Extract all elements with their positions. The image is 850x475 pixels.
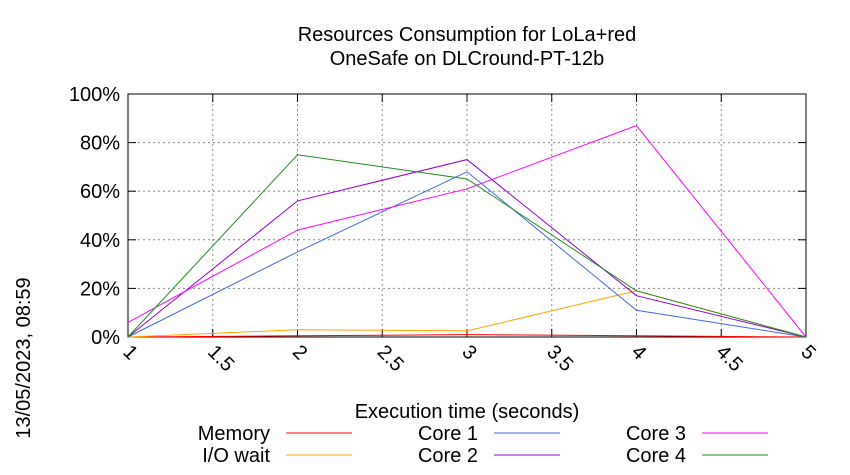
series-lines bbox=[127, 125, 807, 338]
x-tick-label: 1 bbox=[118, 341, 141, 364]
chart-title: Resources Consumption for LoLa+red bbox=[298, 24, 637, 46]
y-tick-label: 100% bbox=[69, 84, 120, 106]
series-line-core-3 bbox=[127, 125, 807, 338]
y-axis: 0% 20% 40% 60% 80% 100% bbox=[69, 84, 806, 349]
y-tick-label: 80% bbox=[80, 133, 120, 155]
series-line-core-2 bbox=[127, 159, 807, 338]
legend-label: Core 4 bbox=[626, 445, 686, 467]
x-tick-label: 5 bbox=[796, 341, 819, 364]
x-tick-label: 3.5 bbox=[542, 341, 577, 376]
x-tick-label: 1.5 bbox=[203, 341, 238, 376]
chart-subtitle: OneSafe on DLCround-PT-12b bbox=[330, 48, 605, 70]
legend-label: Memory bbox=[198, 423, 270, 445]
y-tick-label: 40% bbox=[80, 230, 120, 252]
legend-label: Core 1 bbox=[418, 423, 478, 445]
y-tick-label: 60% bbox=[80, 181, 120, 203]
x-axis: 1 1.5 2 2.5 3 3.5 4 4.5 5 bbox=[118, 94, 820, 376]
series-line-core-4 bbox=[127, 154, 807, 338]
legend-label: Core 3 bbox=[626, 423, 686, 445]
legend-label: I/O wait bbox=[202, 445, 270, 467]
y-tick-label: 0% bbox=[91, 327, 120, 349]
y-tick-label: 20% bbox=[80, 278, 120, 300]
timestamp: 13/05/2023, 08:59 bbox=[13, 277, 35, 438]
grid bbox=[127, 93, 807, 338]
series-line-memory bbox=[127, 334, 807, 338]
legend-label: Core 2 bbox=[418, 445, 478, 467]
x-tick-label: 2.5 bbox=[373, 341, 408, 376]
x-tick-label: 4.5 bbox=[712, 341, 747, 376]
x-tick-label: 3 bbox=[457, 341, 480, 364]
x-tick-label: 2 bbox=[288, 341, 311, 364]
x-axis-label: Execution time (seconds) bbox=[355, 401, 580, 423]
series-line-core-1 bbox=[127, 171, 807, 338]
x-tick-label: 4 bbox=[627, 341, 650, 364]
